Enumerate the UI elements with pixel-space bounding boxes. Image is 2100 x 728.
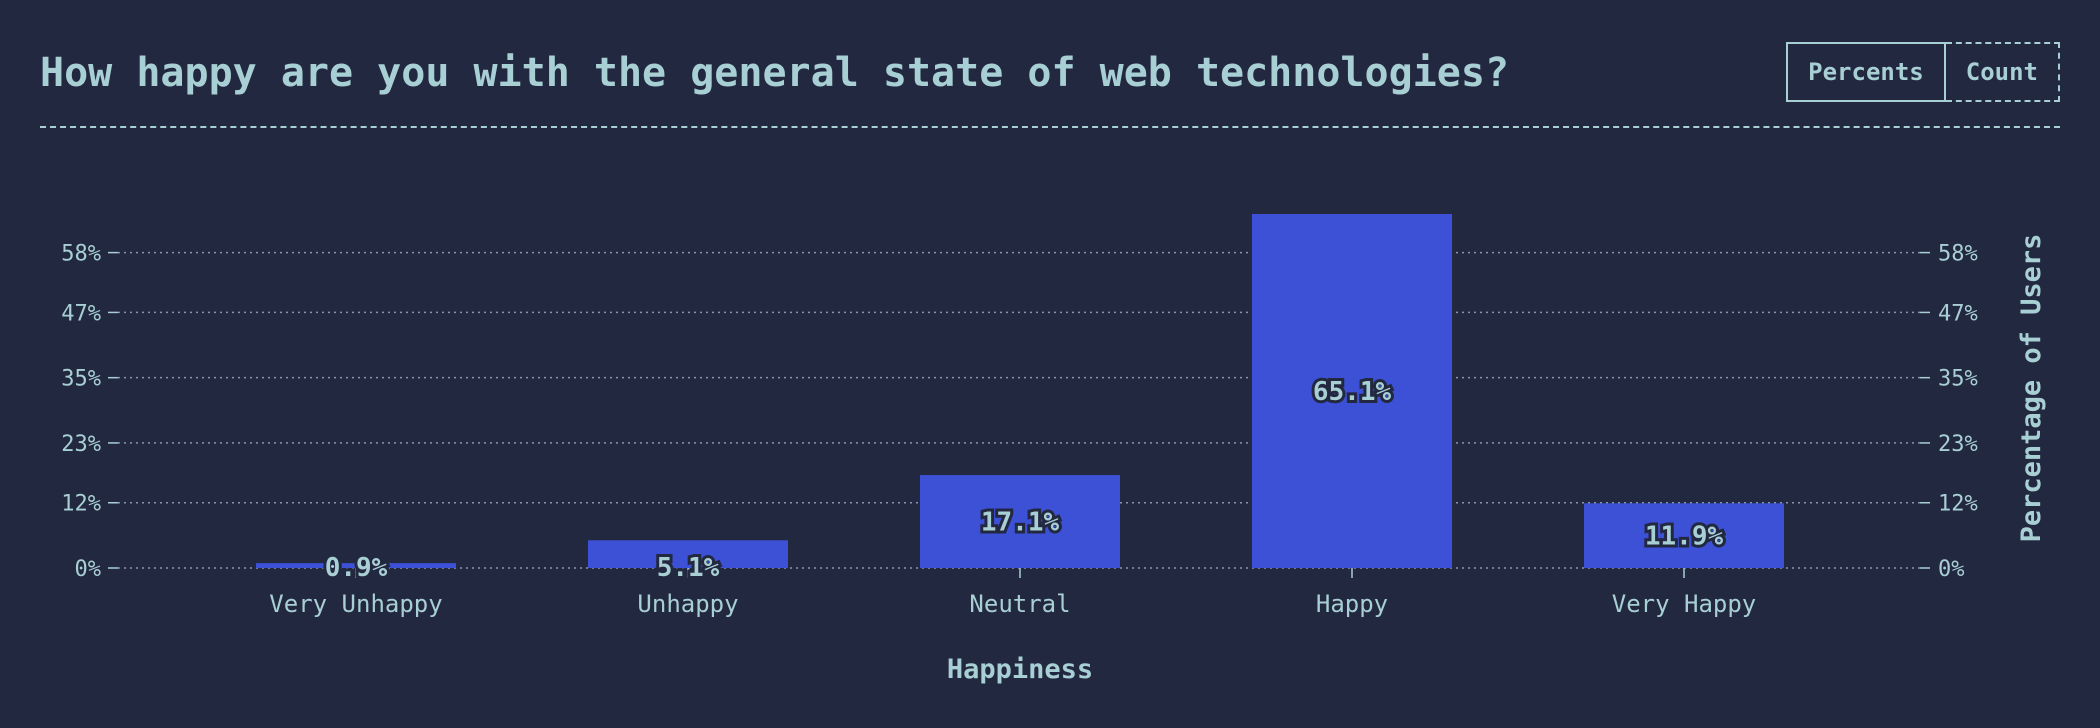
y-tick-label-left: 23%: [61, 432, 101, 457]
bar: [1584, 503, 1784, 568]
chart-header: How happy are you with the general state…: [40, 40, 2060, 128]
count-button[interactable]: Count: [1945, 42, 2060, 102]
x-tick-label: Very Unhappy: [269, 590, 442, 618]
y-tick-label-left: 58%: [61, 242, 101, 267]
bar: [920, 475, 1120, 568]
percents-button[interactable]: Percents: [1786, 42, 1946, 102]
bar-value-label: 0.9%: [325, 553, 388, 583]
y-tick-label-left: 35%: [61, 367, 101, 392]
y-tick-label-right: 35%: [1938, 367, 1978, 392]
bar-value-label: 17.1%: [981, 508, 1060, 538]
bar: [588, 540, 788, 568]
x-tick-label: Unhappy: [637, 590, 738, 618]
units-toggle: Percents Count: [1786, 42, 2060, 102]
y-tick-label-left: 0%: [75, 557, 102, 582]
bar-value-label: 11.9%: [1645, 522, 1724, 552]
page-title: How happy are you with the general state…: [40, 50, 1510, 96]
x-tick-label: Neutral: [969, 590, 1070, 618]
bar: [1252, 214, 1452, 568]
y-tick-label-right: 12%: [1938, 492, 1978, 517]
axis-ticks: 0% 0% 12% 12% 23% 23% 35% 35% 47% 47% 58% 58% Very U…: [61, 242, 1978, 618]
bars: [256, 214, 1784, 568]
y-axis-title: Percentage of Users: [2016, 234, 2047, 543]
y-tick-label-right: 58%: [1938, 242, 1978, 267]
y-tick-label-right: 23%: [1938, 432, 1978, 457]
bar-value-label: 65.1%: [1313, 377, 1392, 407]
y-tick-label-left: 47%: [61, 301, 101, 326]
x-axis-title: Happiness: [947, 654, 1093, 685]
bar-value-label: 5.1%: [657, 553, 720, 583]
y-tick-label-left: 12%: [61, 492, 101, 517]
x-tick-label: Very Happy: [1612, 590, 1757, 618]
y-tick-label-right: 47%: [1938, 301, 1978, 326]
bar-labels: 0.9% 5.1% 17.1% 65.1% 11.9%: [322, 374, 1727, 586]
y-tick-label-right: 0%: [1938, 557, 1965, 582]
bar: [256, 563, 456, 568]
x-tick-label: Happy: [1316, 590, 1388, 618]
